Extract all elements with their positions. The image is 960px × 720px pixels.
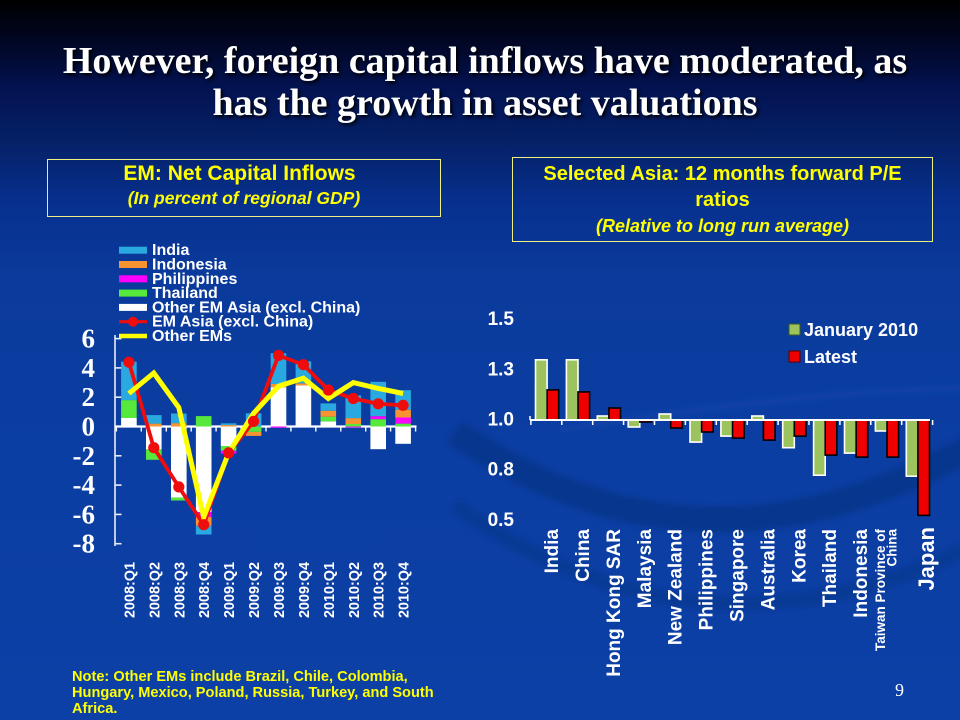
svg-text:Thailand: Thailand [820, 529, 841, 607]
svg-text:New Zealand: New Zealand [666, 529, 687, 645]
svg-text:Latest: Latest [804, 347, 857, 367]
svg-text:Taiwan Province of: Taiwan Province of [873, 528, 888, 651]
svg-text:2009:Q1: 2009:Q1 [221, 562, 238, 618]
svg-text:India: India [542, 529, 563, 574]
svg-text:2009:Q4: 2009:Q4 [296, 561, 313, 618]
svg-text:Indonesia: Indonesia [152, 257, 227, 274]
svg-text:Australia: Australia [758, 529, 779, 611]
svg-text:-6: -6 [73, 499, 96, 529]
svg-text:2010:Q4: 2010:Q4 [396, 561, 413, 618]
svg-text:2010:Q1: 2010:Q1 [321, 562, 338, 618]
svg-text:China: China [885, 529, 900, 567]
svg-text:2008:Q3: 2008:Q3 [171, 562, 188, 618]
svg-text:1.0: 1.0 [488, 410, 514, 431]
svg-text:-4: -4 [73, 470, 96, 500]
svg-text:2009:Q3: 2009:Q3 [271, 562, 288, 618]
svg-text:-2: -2 [73, 441, 96, 471]
svg-text:Other EM Asia (excl. China): Other EM Asia (excl. China) [152, 299, 360, 316]
svg-text:January 2010: January 2010 [804, 320, 918, 340]
svg-text:2: 2 [82, 382, 96, 412]
svg-text:2010:Q2: 2010:Q2 [346, 562, 363, 618]
svg-text:Indonesia: Indonesia [851, 529, 872, 618]
svg-text:0: 0 [82, 412, 96, 442]
svg-text:China: China [573, 529, 594, 582]
svg-text:Other EMs: Other EMs [152, 328, 232, 345]
svg-text:Korea: Korea [789, 529, 810, 583]
svg-text:India: India [152, 242, 189, 259]
svg-text:Japan: Japan [914, 527, 939, 591]
svg-text:2010:Q3: 2010:Q3 [371, 562, 388, 618]
svg-text:Philippines: Philippines [152, 271, 237, 288]
svg-text:Thailand: Thailand [152, 285, 218, 302]
svg-text:1.3: 1.3 [488, 359, 514, 380]
svg-text:Hong Kong SAR: Hong Kong SAR [604, 529, 625, 677]
svg-text:Malaysia: Malaysia [635, 529, 656, 609]
svg-text:2009:Q2: 2009:Q2 [246, 562, 263, 618]
svg-text:0.8: 0.8 [488, 460, 514, 481]
svg-text:2008:Q2: 2008:Q2 [146, 562, 163, 618]
svg-text:EM Asia (excl. China): EM Asia (excl. China) [152, 314, 313, 331]
svg-text:4: 4 [82, 353, 96, 383]
svg-text:2008:Q1: 2008:Q1 [121, 562, 138, 618]
svg-text:-8: -8 [73, 529, 96, 559]
svg-text:1.5: 1.5 [488, 309, 515, 330]
svg-text:Philippines: Philippines [697, 529, 718, 630]
svg-text:2008:Q4: 2008:Q4 [196, 561, 213, 618]
svg-text:6: 6 [82, 324, 96, 354]
svg-text:0.5: 0.5 [488, 510, 515, 531]
svg-text:Singapore: Singapore [728, 529, 749, 622]
